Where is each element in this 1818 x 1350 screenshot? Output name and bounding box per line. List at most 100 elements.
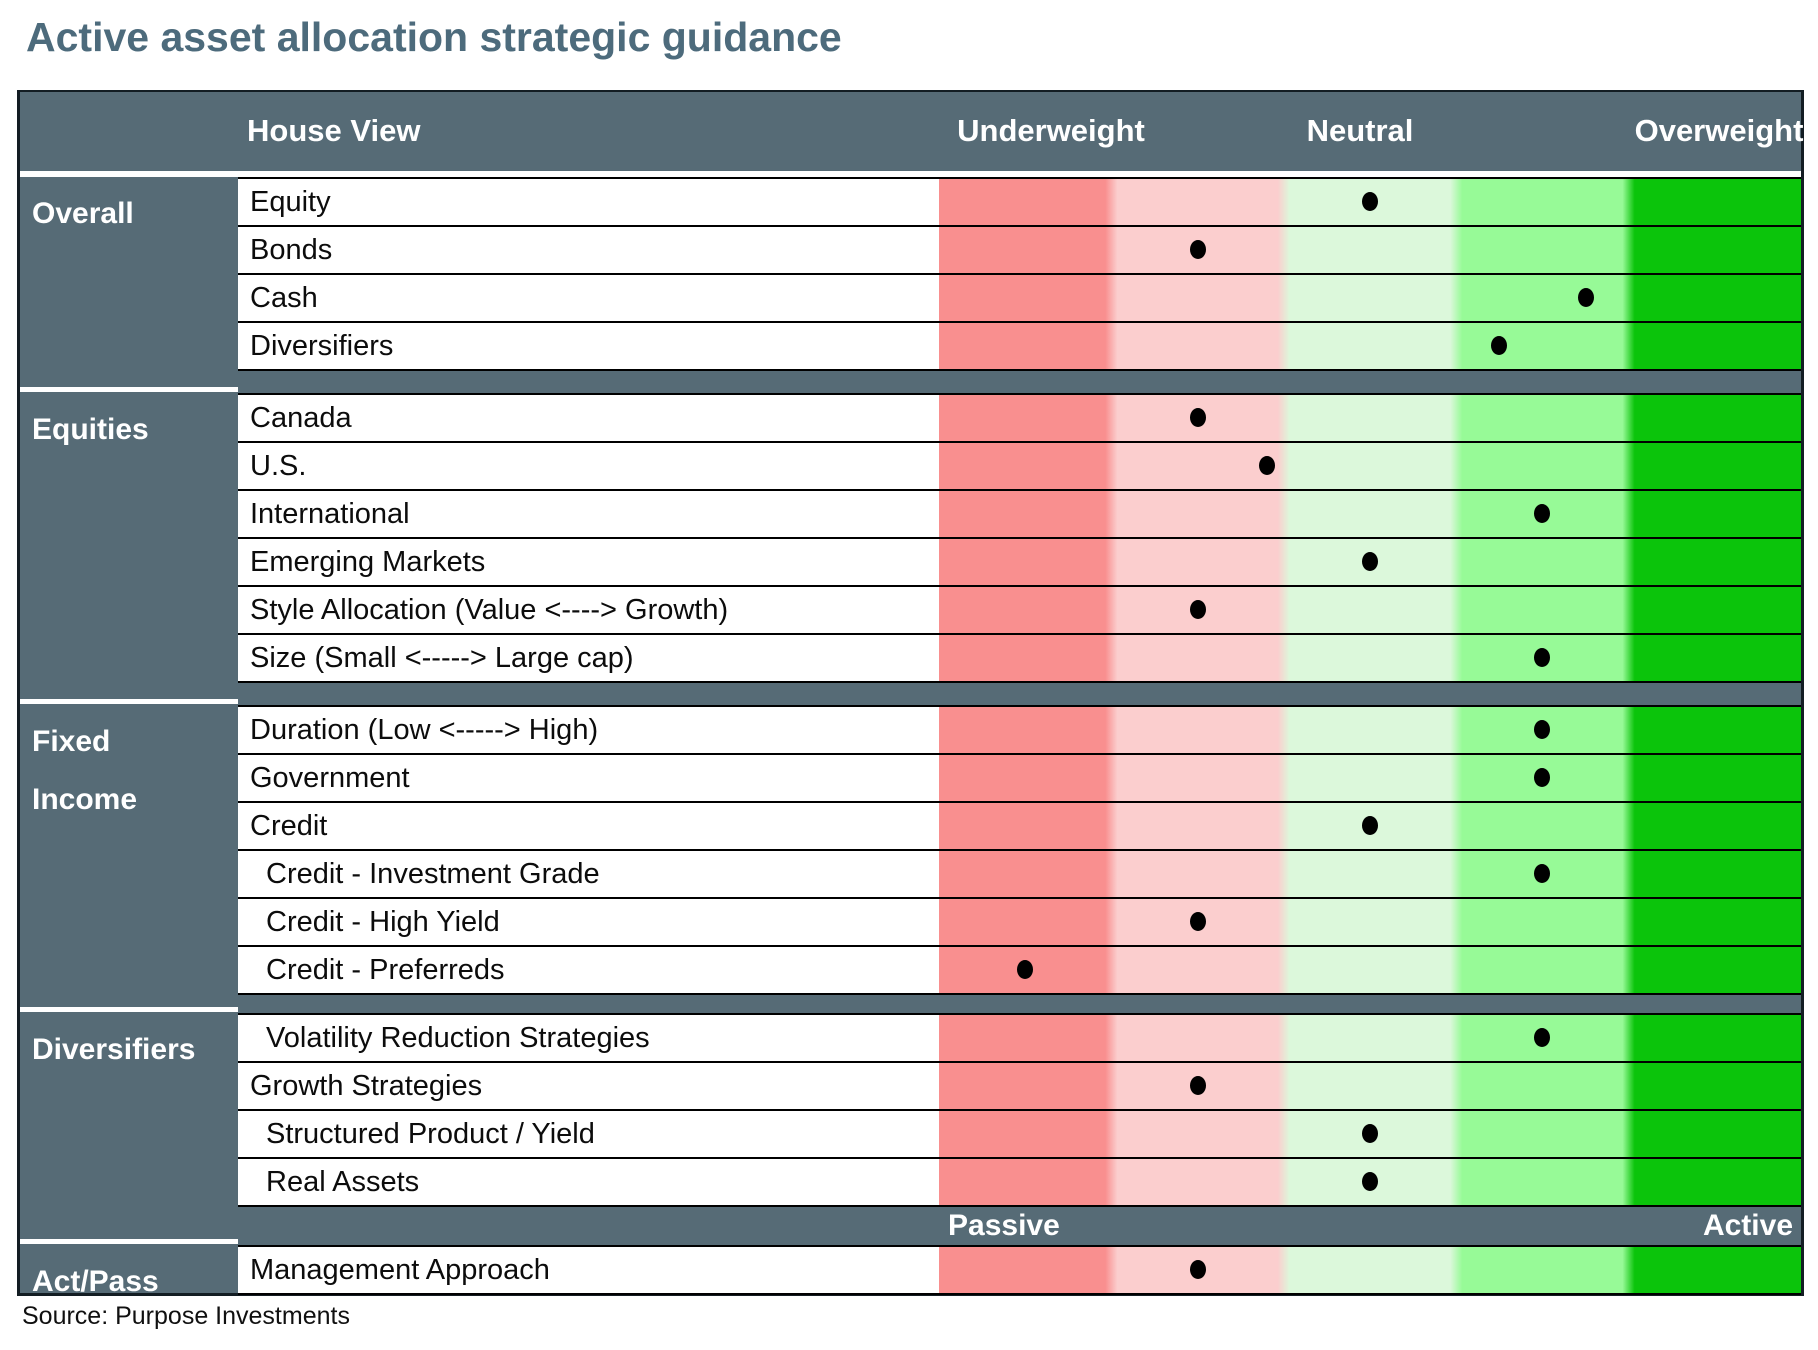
section-label-box-equities: Equities (20, 393, 238, 681)
section-divider (20, 387, 238, 392)
row-label: Growth Strategies (238, 1063, 939, 1109)
allocation-dot (1362, 192, 1378, 211)
row-label: Diversifiers (238, 323, 939, 369)
page-title: Active asset allocation strategic guidan… (26, 14, 842, 60)
section-label-box-diversifiers: Diversifiers (20, 1013, 238, 1205)
allocation-row: Growth Strategies (238, 1061, 1801, 1109)
stance-strip (939, 755, 1801, 801)
stance-strip (939, 227, 1801, 273)
allocation-row: Size (Small <-----> Large cap) (238, 633, 1801, 681)
row-label: Style Allocation (Value <----> Growth) (238, 587, 939, 633)
row-label: Management Approach (238, 1247, 939, 1293)
stance-strip (939, 947, 1801, 993)
stance-strip (939, 539, 1801, 585)
stance-strip (939, 803, 1801, 849)
allocation-dot (1534, 720, 1551, 739)
row-label: U.S. (238, 443, 939, 489)
row-label: Duration (Low <-----> High) (238, 707, 939, 753)
allocation-dot (1534, 648, 1551, 667)
section-label-box-fixed-income: Fixed Income (20, 705, 238, 993)
allocation-dot (1017, 960, 1034, 979)
allocation-dot (1189, 600, 1206, 619)
row-label: Government (238, 755, 939, 801)
section-rows: Volatility Reduction Strategies Growth St… (238, 1013, 1801, 1207)
allocation-row: Style Allocation (Value <----> Growth) (238, 585, 1801, 633)
allocation-row: Credit (238, 801, 1801, 849)
row-label: Credit (238, 803, 939, 849)
scale-passive-label: Passive (948, 1209, 1060, 1242)
guidance-table: House View Underweight Neutral Overweigh… (17, 90, 1804, 1298)
stance-strip (939, 707, 1801, 753)
allocation-dot (1189, 1260, 1206, 1279)
stance-strip (939, 323, 1801, 369)
allocation-dot (1189, 1076, 1206, 1095)
allocation-row: Credit - Preferreds (238, 945, 1801, 993)
allocation-row: Volatility Reduction Strategies (238, 1013, 1801, 1061)
row-label: Credit - Preferreds (238, 947, 939, 993)
allocation-dot (1362, 552, 1378, 571)
allocation-row: Management Approach (238, 1245, 1801, 1293)
allocation-dot (1577, 288, 1594, 307)
header-overweight: Overweight (1634, 113, 1804, 148)
section-rows: Management Approach (238, 1245, 1801, 1295)
stance-strip (939, 851, 1801, 897)
allocation-row: Credit - High Yield (238, 897, 1801, 945)
stance-strip (939, 1111, 1801, 1157)
section-rows: Duration (Low <-----> High) Government Cre… (238, 705, 1801, 995)
allocation-dot (1362, 1172, 1378, 1191)
header-house-view: House View (247, 113, 421, 148)
row-label: Canada (238, 395, 939, 441)
section-divider (20, 1007, 238, 1012)
row-label: Bonds (238, 227, 939, 273)
section-divider (20, 1239, 238, 1244)
row-label: Credit - High Yield (238, 899, 939, 945)
stance-strip (939, 443, 1801, 489)
allocation-row: Canada (238, 393, 1801, 441)
section-label: Diversifiers (32, 1033, 196, 1066)
allocation-row: U.S. (238, 441, 1801, 489)
allocation-dot (1189, 240, 1206, 259)
row-label: Size (Small <-----> Large cap) (238, 635, 939, 681)
row-label: Cash (238, 275, 939, 321)
stance-strip (939, 635, 1801, 681)
allocation-dot (1362, 1124, 1378, 1143)
stance-strip (939, 1063, 1801, 1109)
allocation-dot (1189, 408, 1206, 427)
row-label: Structured Product / Yield (238, 1111, 939, 1157)
section-label-box-act-pass: Act/Pass (20, 1245, 238, 1298)
stance-strip (939, 395, 1801, 441)
allocation-dot (1362, 816, 1378, 835)
section-label: Fixed Income (32, 725, 138, 816)
allocation-row: Cash (238, 273, 1801, 321)
stance-strip (939, 491, 1801, 537)
row-label: International (238, 491, 939, 537)
stance-strip (939, 1015, 1801, 1061)
allocation-dot (1189, 912, 1206, 931)
stance-strip (939, 587, 1801, 633)
allocation-dot (1534, 768, 1551, 787)
stance-strip (939, 1247, 1801, 1293)
row-label: Emerging Markets (238, 539, 939, 585)
section-rows: Canada U.S. International Emerging Markets S… (238, 393, 1801, 683)
allocation-row: Real Assets (238, 1157, 1801, 1205)
section-divider (20, 699, 238, 704)
row-label: Volatility Reduction Strategies (238, 1015, 939, 1061)
section-rows: Equity Bonds Cash Diversifiers (238, 177, 1801, 371)
allocation-row: Emerging Markets (238, 537, 1801, 585)
section-label: Equities (32, 413, 149, 446)
header-divider (20, 171, 1801, 177)
allocation-row: International (238, 489, 1801, 537)
scale-active-label: Active (1702, 1209, 1793, 1242)
allocation-dot (1534, 864, 1551, 883)
allocation-dot (1534, 504, 1551, 523)
source-note: Source: Purpose Investments (22, 1302, 350, 1330)
stance-strip (939, 179, 1801, 225)
allocation-dot (1534, 1028, 1551, 1047)
section-label: Act/Pass (32, 1265, 159, 1298)
allocation-row: Government (238, 753, 1801, 801)
row-label: Real Assets (238, 1159, 939, 1205)
allocation-row: Structured Product / Yield (238, 1109, 1801, 1157)
section-label-box-overall: Overall (20, 177, 238, 369)
allocation-row: Bonds (238, 225, 1801, 273)
